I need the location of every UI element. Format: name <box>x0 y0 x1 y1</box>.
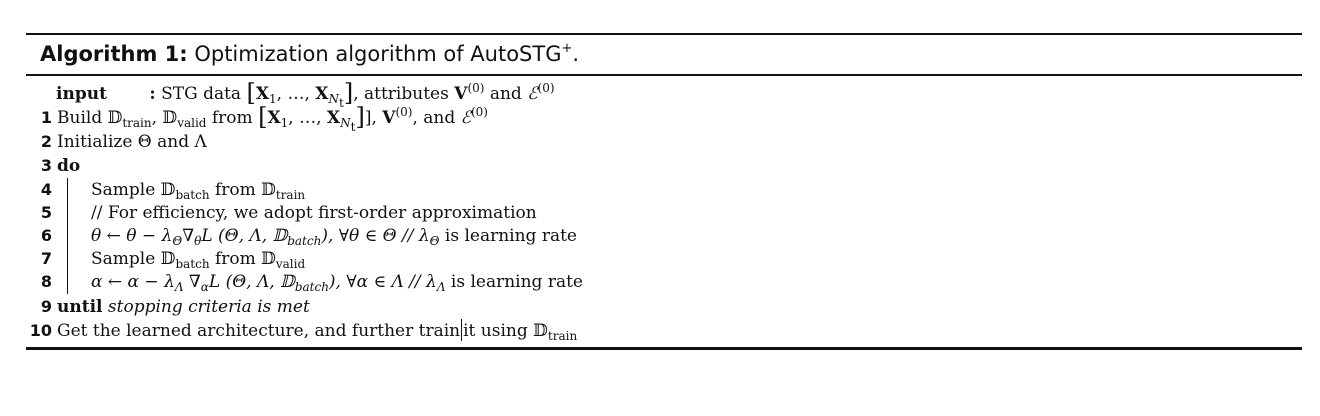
line-10: 10 Get the learned architecture, and fur… <box>26 319 577 343</box>
line-6-d: ), ∀θ ∈ Θ // λ <box>321 226 430 246</box>
title-rule <box>26 74 1302 76</box>
line-3-keyword: do <box>57 156 81 176</box>
line-10-text-a: Get the learned architecture, and furthe… <box>57 321 461 341</box>
line-8-e: is learning rate <box>445 272 583 292</box>
line-4-mid: from 𝔻 <box>209 180 276 200</box>
line-7-text: Sample 𝔻 <box>91 249 176 269</box>
line-8-d: ), ∀α ∈ Λ // λ <box>328 272 437 292</box>
line-1-text: Build 𝔻 <box>57 108 123 128</box>
line-7: 7 Sample 𝔻batch from 𝔻valid <box>26 247 1302 271</box>
line-1-dots: , …, <box>288 108 327 128</box>
input-x1-sub: 1 <box>269 92 277 106</box>
algorithm-box: Algorithm 1: Optimization algorithm of A… <box>26 33 1302 356</box>
line-2-text: Initialize Θ and Λ <box>57 132 207 152</box>
line-6-c: L (Θ, Λ, 𝔻 <box>201 226 288 246</box>
line-1-e-sup: (0) <box>470 105 488 119</box>
line-6-sub-b: θ <box>194 234 202 248</box>
line-1-sub1: train <box>122 116 152 130</box>
loop-bar <box>67 178 68 294</box>
line-4-sub1: batch <box>175 188 210 202</box>
line-1-xn-sub: N <box>340 116 351 130</box>
line-6-sub-a: Θ <box>172 234 183 248</box>
line-4: 4 Sample 𝔻batch from 𝔻train <box>26 178 1302 202</box>
line-1-xn-subt: t <box>350 120 356 134</box>
line-8-sub-c: batch <box>294 280 329 294</box>
line-1-and: , and <box>412 108 456 128</box>
line-2: 2 Initialize Θ and Λ <box>26 130 207 154</box>
line-3: 3 do <box>26 154 80 178</box>
line-number: 9 <box>40 297 52 316</box>
input-xn-sub: N <box>328 92 340 106</box>
input-e: ℰ <box>527 84 538 104</box>
line-1-x1-sub: 1 <box>280 116 289 130</box>
line-8-c: L (Θ, Λ, 𝔻 <box>208 272 295 292</box>
text-cursor <box>461 319 463 341</box>
line-5: 5 // For efficiency, we adopt first-orde… <box>26 201 1302 225</box>
bottom-rule <box>26 347 1302 350</box>
input-xn: X <box>315 84 329 104</box>
line-1-v-sup: (0) <box>395 105 413 119</box>
line-1: 1 Build 𝔻train, 𝔻valid from [X1, …, XNt]… <box>26 105 488 133</box>
input-text-a: STG data <box>161 84 242 104</box>
line-9-text: stopping criteria is met <box>107 297 310 317</box>
line-number: 4 <box>40 180 52 199</box>
line-1-v: V <box>382 108 396 128</box>
line-8-b: ∇ <box>183 272 201 292</box>
line-8: 8 α ← α − λΛ ∇αL (Θ, Λ, 𝔻batch), ∀α ∈ Λ … <box>26 270 1302 294</box>
line-6-sub-c: batch <box>287 234 322 248</box>
algorithm-title-sup: + <box>561 41 573 56</box>
algorithm-lines: input : STG data [X1, …, XNt], attribute… <box>26 76 1302 356</box>
input-text-b: , attributes <box>353 84 449 104</box>
line-number: 8 <box>40 272 52 291</box>
input-v-sup: (0) <box>467 81 485 95</box>
line-8-sub-d: Λ <box>436 280 446 294</box>
input-keyword: input <box>56 84 107 104</box>
line-number: 2 <box>40 132 52 151</box>
algorithm-title-end: . <box>572 42 580 66</box>
line-1-xn: X <box>326 108 341 128</box>
line-number: 10 <box>29 321 52 340</box>
line-8-a: α ← α − λ <box>91 272 175 292</box>
input-v: V <box>454 84 468 104</box>
line-6-b: ∇ <box>182 226 195 246</box>
line-10-text-b: it using 𝔻 <box>463 321 548 341</box>
line-9-keyword: until <box>57 297 103 317</box>
input-e-sup: (0) <box>537 81 555 95</box>
line-6: 6 θ ← θ − λΘ∇θL (Θ, Λ, 𝔻batch), ∀θ ∈ Θ /… <box>26 224 1302 248</box>
line-1-rest: from <box>206 108 253 128</box>
input-and: and <box>489 84 522 104</box>
line-number: 7 <box>40 249 52 268</box>
line-8-sub-a: Λ <box>174 280 184 294</box>
line-5-comment: // For efficiency, we adopt first-order … <box>91 203 537 223</box>
top-rule <box>26 33 1302 35</box>
input-dots: , …, <box>276 84 316 104</box>
line-7-mid: from 𝔻 <box>209 249 276 269</box>
input-colon: : <box>149 84 156 104</box>
line-1-sub2: valid <box>177 116 207 130</box>
line-number: 1 <box>40 108 52 127</box>
line-9: 9 until stopping criteria is met <box>26 295 310 319</box>
line-1-e: ℰ <box>460 108 471 128</box>
algorithm-label: Algorithm 1: <box>40 42 188 66</box>
line-7-sub2: valid <box>275 257 306 271</box>
line-4-sub2: train <box>275 188 306 202</box>
line-7-sub1: batch <box>175 257 210 271</box>
line-number: 3 <box>40 156 52 175</box>
line-1-comma: ], <box>364 108 377 128</box>
line-4-text: Sample 𝔻 <box>91 180 176 200</box>
line-1-mid: , 𝔻 <box>151 108 178 128</box>
line-10-sub: train <box>547 329 578 343</box>
input-x1: X <box>255 84 270 104</box>
line-6-e: is learning rate <box>439 226 577 246</box>
algorithm-title-text: Optimization algorithm of AutoSTG <box>194 42 562 66</box>
input-xn-subt: t <box>339 96 344 110</box>
line-8-sub-b: α <box>200 280 209 294</box>
line-1-x1: X <box>267 108 281 128</box>
algorithm-title: Algorithm 1: Optimization algorithm of A… <box>26 35 1302 70</box>
line-6-sub-d: Θ <box>429 234 440 248</box>
input-line: input : STG data [X1, …, XNt], attribute… <box>56 79 555 110</box>
line-number: 5 <box>40 203 52 222</box>
line-number: 6 <box>40 226 52 245</box>
line-6-a: θ ← θ − λ <box>91 226 173 246</box>
